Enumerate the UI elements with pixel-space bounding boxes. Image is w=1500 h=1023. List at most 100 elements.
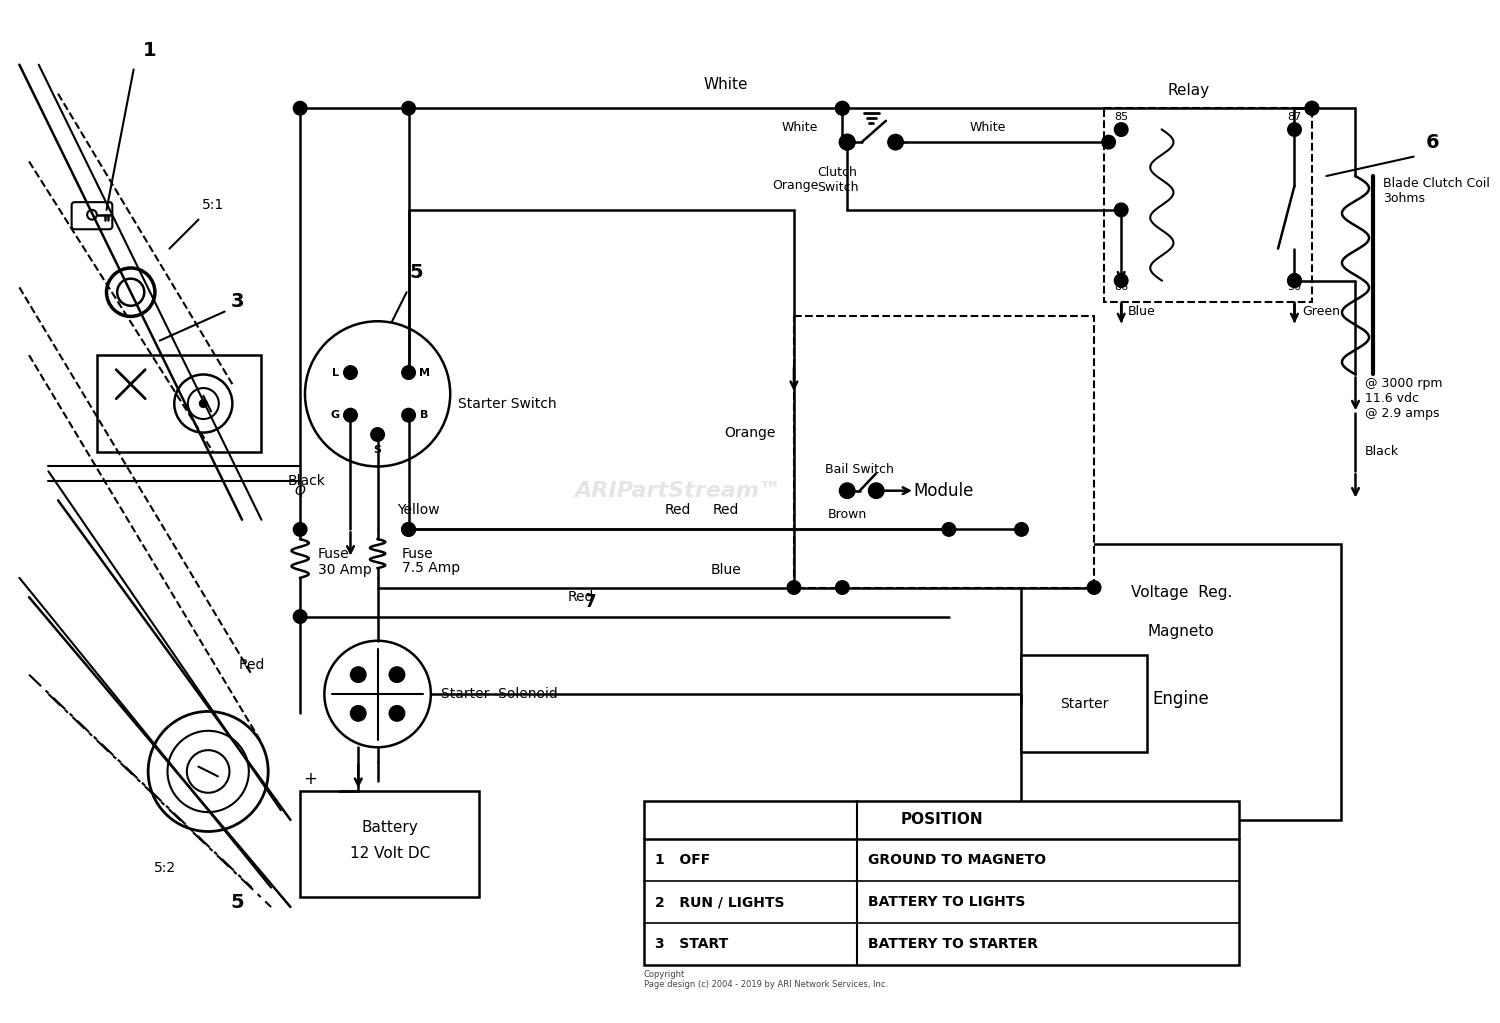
Text: White: White <box>782 121 818 134</box>
Text: 1   OFF: 1 OFF <box>656 853 711 868</box>
Text: 3: 3 <box>231 293 244 311</box>
Text: Black: Black <box>288 474 326 488</box>
Circle shape <box>1088 581 1101 594</box>
Circle shape <box>344 408 357 421</box>
Circle shape <box>1114 204 1128 217</box>
Text: Red: Red <box>664 503 692 517</box>
Text: Yellow: Yellow <box>398 503 439 517</box>
Text: 7: 7 <box>585 593 597 611</box>
Bar <box>1022 656 1148 752</box>
Text: Fuse: Fuse <box>318 546 350 561</box>
Circle shape <box>1287 274 1302 287</box>
Text: Green: Green <box>1302 305 1340 318</box>
Text: Bail Switch: Bail Switch <box>825 462 894 476</box>
Text: M: M <box>419 367 429 377</box>
Circle shape <box>840 134 855 150</box>
Text: Black: Black <box>1365 445 1400 458</box>
Bar <box>98 355 261 452</box>
Text: 5: 5 <box>410 263 423 281</box>
Circle shape <box>836 101 849 115</box>
Text: 3   START: 3 START <box>656 937 729 951</box>
Text: Red: Red <box>712 503 740 517</box>
Text: BATTERY TO LIGHTS: BATTERY TO LIGHTS <box>868 895 1026 909</box>
Text: +: + <box>303 770 316 788</box>
Text: Blue: Blue <box>711 563 741 577</box>
Circle shape <box>402 523 416 536</box>
Circle shape <box>294 610 307 623</box>
Text: B: B <box>420 410 429 420</box>
Text: Fuse: Fuse <box>402 546 433 561</box>
Text: ARIPartStream™: ARIPartStream™ <box>574 481 782 500</box>
Text: GROUND TO MAGNETO: GROUND TO MAGNETO <box>868 853 1047 868</box>
Circle shape <box>294 101 307 115</box>
Text: Blue: Blue <box>1128 305 1155 318</box>
Text: 1: 1 <box>144 41 158 59</box>
Text: 30: 30 <box>1287 282 1302 293</box>
Text: POSITION: POSITION <box>900 812 983 828</box>
Text: G: G <box>330 410 339 420</box>
Text: White: White <box>704 77 748 91</box>
Text: Voltage  Reg.: Voltage Reg. <box>1131 585 1232 599</box>
Text: 6: 6 <box>1426 133 1440 151</box>
Circle shape <box>1114 274 1128 287</box>
Circle shape <box>388 667 405 682</box>
Text: Red: Red <box>567 590 594 605</box>
Text: S: S <box>374 445 381 455</box>
Circle shape <box>1102 135 1116 149</box>
Text: Engine: Engine <box>1154 690 1209 708</box>
Circle shape <box>1287 123 1302 136</box>
Circle shape <box>351 667 366 682</box>
Circle shape <box>370 428 384 441</box>
Circle shape <box>888 134 903 150</box>
Circle shape <box>344 366 357 380</box>
Text: 30 Amp: 30 Amp <box>318 563 372 577</box>
Text: 87: 87 <box>1287 112 1302 122</box>
Circle shape <box>942 523 956 536</box>
Text: 86: 86 <box>1114 282 1128 293</box>
Bar <box>644 801 1239 965</box>
Text: Orange: Orange <box>724 426 776 440</box>
Text: 85: 85 <box>1114 112 1128 122</box>
Circle shape <box>840 483 855 498</box>
Bar <box>1104 108 1312 302</box>
Text: L: L <box>332 367 339 377</box>
Text: BATTERY TO STARTER: BATTERY TO STARTER <box>868 937 1038 951</box>
Circle shape <box>402 101 416 115</box>
FancyBboxPatch shape <box>72 203 112 229</box>
Text: Red: Red <box>238 658 266 672</box>
Bar <box>794 316 1094 587</box>
Circle shape <box>788 581 801 594</box>
Text: 5: 5 <box>231 893 244 911</box>
Circle shape <box>1014 523 1028 536</box>
Text: @ 3000 rpm
11.6 vdc
@ 2.9 amps: @ 3000 rpm 11.6 vdc @ 2.9 amps <box>1365 377 1443 420</box>
Circle shape <box>402 366 416 380</box>
Text: 5:1: 5:1 <box>202 198 223 212</box>
Circle shape <box>1114 123 1128 136</box>
Circle shape <box>351 706 366 721</box>
Circle shape <box>1305 101 1318 115</box>
Text: Clutch
Switch: Clutch Switch <box>818 167 858 194</box>
Text: Copyright
Page design (c) 2004 - 2019 by ARI Network Services, Inc.: Copyright Page design (c) 2004 - 2019 by… <box>644 970 888 989</box>
Circle shape <box>388 706 405 721</box>
Text: Starter Switch: Starter Switch <box>458 397 556 410</box>
Text: Battery: Battery <box>362 820 419 835</box>
Circle shape <box>836 581 849 594</box>
Text: 7.5 Amp: 7.5 Amp <box>402 562 460 575</box>
Text: Orange: Orange <box>772 179 818 192</box>
Circle shape <box>294 523 307 536</box>
Text: 5:2: 5:2 <box>153 861 176 876</box>
Text: Q: Q <box>294 484 306 497</box>
Circle shape <box>868 483 883 498</box>
Text: Starter: Starter <box>1060 697 1108 711</box>
Text: Relay: Relay <box>1167 83 1209 98</box>
Text: Magneto: Magneto <box>1148 624 1215 638</box>
Circle shape <box>1287 274 1302 287</box>
Text: 12 Volt DC: 12 Volt DC <box>350 846 430 861</box>
Circle shape <box>840 134 855 150</box>
Text: Module: Module <box>914 482 974 499</box>
Circle shape <box>402 523 416 536</box>
Circle shape <box>200 400 207 407</box>
Text: Starter  Solenoid: Starter Solenoid <box>441 687 558 701</box>
Bar <box>1022 544 1341 819</box>
Bar <box>300 791 480 897</box>
